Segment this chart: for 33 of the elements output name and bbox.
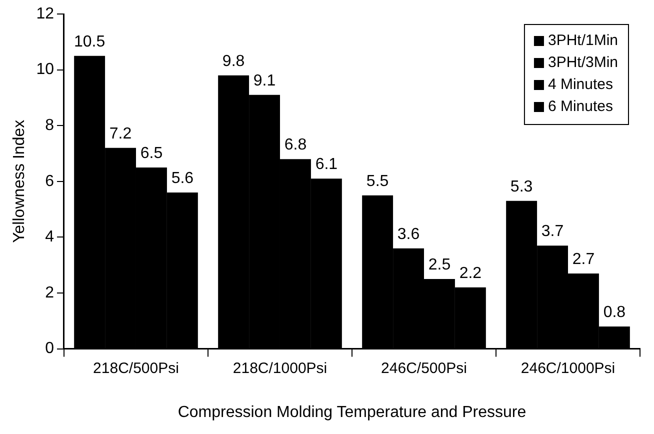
data-label: 3.6 <box>397 226 420 243</box>
x-tick-label: 218C/1000Psi <box>232 360 328 377</box>
x-tick-label: 246C/1000Psi <box>520 360 616 377</box>
x-axis-title: Compression Molding Temperature and Pressure <box>178 404 526 421</box>
legend-label: 4 Minutes <box>548 76 614 94</box>
y-axis-title: Yellowness Index <box>11 120 28 243</box>
legend-label: 6 Minutes <box>548 98 614 116</box>
data-label: 9.8 <box>222 52 245 70</box>
data-label: 6.1 <box>315 156 338 174</box>
data-label: 5.6 <box>171 170 194 187</box>
data-label: 0.8 <box>603 304 626 321</box>
data-label: 6.5 <box>140 144 163 162</box>
y-tick-label: 10 <box>36 61 54 78</box>
y-tick-label: 8 <box>45 117 54 134</box>
data-label: 5.3 <box>510 178 533 196</box>
data-label: 5.5 <box>366 172 389 190</box>
data-label: 6.8 <box>284 136 307 154</box>
y-tick-label: 12 <box>36 5 54 22</box>
x-tick-label: 246C/500Psi <box>381 360 467 377</box>
data-label: 10.5 <box>74 33 106 50</box>
y-tick-label: 0 <box>45 340 54 358</box>
legend-label: 3PHt/3Min <box>548 54 618 72</box>
x-tick-label: 218C/500Psi <box>93 360 179 377</box>
y-tick-label: 2 <box>45 284 54 302</box>
legend-label: 3PHt/1Min <box>548 32 618 50</box>
y-tick-label: 6 <box>45 172 54 190</box>
data-label: 2.7 <box>572 250 595 268</box>
data-label: 9.1 <box>253 72 276 90</box>
data-label: 7.2 <box>109 125 132 142</box>
data-label: 2.5 <box>428 256 451 274</box>
data-label: 2.2 <box>459 264 482 282</box>
y-tick-label: 4 <box>45 228 54 246</box>
data-label: 3.7 <box>541 222 564 240</box>
